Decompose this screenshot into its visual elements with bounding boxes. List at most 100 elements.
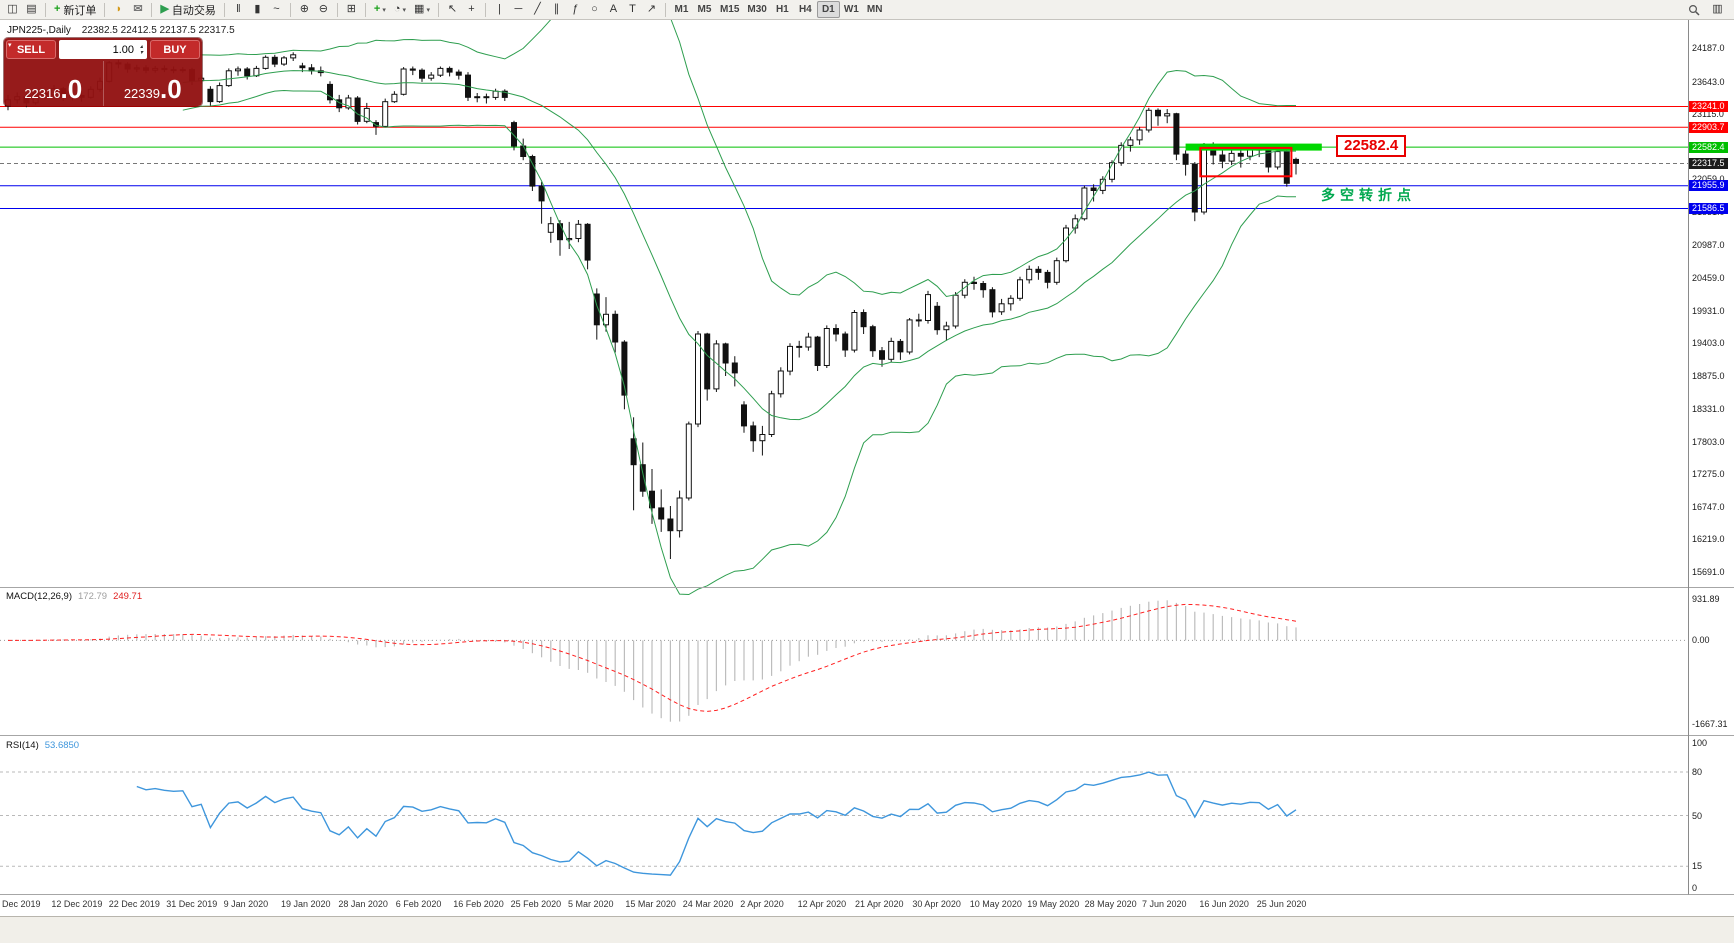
zoom-out-icon: ⊖	[318, 3, 329, 15]
arrows-button[interactable]: ↗	[642, 1, 661, 18]
pivot-annotation-text[interactable]: 多空转折点	[1321, 187, 1416, 203]
toolbar: ◫ ▤ + 新订单 ◗ ✉ ▶ 自动交易 ‖ ▮ ~ ⊕ ⊖ ⊞ + ▾ ◔ ▾ ▦ ▾ ↖ + | ─ ╱ ∥ ƒ ○ A T ↗ M1 M5…	[0, 0, 1734, 20]
toolbar-separator	[336, 2, 338, 17]
timeframe-m1-button[interactable]: M1	[670, 1, 693, 18]
shapes-icon: ○	[591, 3, 598, 15]
macd-name: MACD(12,26,9)	[6, 591, 72, 602]
new-order-label: 新订单	[63, 4, 97, 17]
volume-stepper[interactable]: 1.00 ▴ ▾	[59, 40, 147, 59]
timeframe-m15-button[interactable]: M15	[716, 1, 743, 18]
sell-price-main: 22316	[24, 86, 61, 101]
price-level-callout[interactable]: 22582.4	[1336, 135, 1407, 157]
templates-button[interactable]: ▦ ▾	[410, 1, 434, 18]
volume-value[interactable]: 1.00	[112, 43, 134, 56]
text-button[interactable]: A	[604, 1, 623, 18]
vertical-line-icon: |	[498, 3, 501, 15]
channel-icon: ∥	[553, 3, 560, 15]
arrows-icon: ↗	[646, 3, 657, 15]
shapes-button[interactable]: ○	[585, 1, 604, 18]
crosshair-button[interactable]: +	[462, 1, 481, 18]
text-label-icon: T	[629, 3, 636, 15]
fibonacci-icon: ƒ	[572, 3, 579, 15]
macd-signal-value: 249.71	[113, 591, 143, 602]
volume-up-arrow-icon[interactable]: ▴	[139, 43, 143, 50]
zoom-out-button[interactable]: ⊖	[314, 1, 333, 18]
zoom-in-icon: ⊕	[299, 3, 310, 15]
new-order-button[interactable]: + 新订单	[50, 1, 100, 18]
macd-value: 172.79	[78, 591, 108, 602]
rsi-group	[0, 771, 1688, 876]
collapse-panel-icon[interactable]: ▾	[8, 42, 12, 49]
toolbar-separator	[664, 2, 666, 17]
timeframe-m5-button[interactable]: M5	[693, 1, 716, 18]
search-button[interactable]	[1684, 1, 1704, 18]
periods-button[interactable]: ◔ ▾	[390, 1, 410, 18]
buy-button[interactable]: BUY	[150, 40, 200, 59]
chart-title: JPN225-,Daily 22382.5 22412.5 22137.5 22…	[7, 25, 235, 36]
timeframe-h4-button[interactable]: H4	[794, 1, 817, 18]
timeframe-w1-button[interactable]: W1	[840, 1, 863, 18]
text-label-button[interactable]: T	[623, 1, 642, 18]
text-icon: A	[609, 3, 618, 15]
rsi-value: 53.6850	[44, 740, 80, 751]
toolbar-right-group: ▥	[1684, 1, 1731, 18]
buy-price-display[interactable]: 22339.0	[104, 61, 203, 106]
profiles-button[interactable]: ▤	[22, 1, 41, 18]
templates-caret-icon: ▾	[426, 6, 430, 14]
chart-candles-icon: ▮	[254, 3, 261, 15]
search-icon	[1688, 4, 1700, 16]
bollinger-group	[182, 0, 1297, 596]
chart-bars-icon: ‖	[236, 3, 241, 15]
alerts-horn-button[interactable]: ◗	[109, 1, 128, 18]
horizontal-line-button[interactable]: ─	[509, 1, 528, 18]
tile-windows-icon: ⊞	[346, 3, 357, 15]
chart-candles-button[interactable]: ▮	[248, 1, 267, 18]
indicators-icon: +	[373, 3, 381, 15]
timeframe-h1-button[interactable]: H1	[771, 1, 794, 18]
indicators-button[interactable]: + ▾	[370, 1, 390, 18]
objects-list-button[interactable]: ▥	[1708, 1, 1727, 18]
toolbar-separator	[289, 2, 291, 17]
mailbox-button[interactable]: ✉	[128, 1, 147, 18]
buy-price-big: .0	[159, 74, 182, 104]
chart-line-icon: ~	[273, 3, 280, 15]
timeframe-d1-button[interactable]: D1	[816, 1, 840, 18]
sell-price-big: .0	[60, 74, 83, 104]
tile-windows-button[interactable]: ⊞	[342, 1, 361, 18]
timeframe-m30-button[interactable]: M30	[743, 1, 770, 18]
vertical-line-button[interactable]: |	[490, 1, 509, 18]
profiles-icon: ▤	[26, 3, 37, 15]
macd-group	[0, 600, 1688, 722]
ohlc-values: 22382.5 22412.5 22137.5 22317.5	[81, 25, 235, 36]
periods-caret-icon: ▾	[402, 6, 407, 14]
autotrading-button[interactable]: ▶ 自动交易	[156, 1, 219, 18]
toolbar-separator	[437, 2, 439, 17]
cursor-button[interactable]: ↖	[443, 1, 462, 18]
zoom-in-button[interactable]: ⊕	[295, 1, 314, 18]
level-lines-group	[0, 106, 1688, 209]
chart-bars-button[interactable]: ‖	[229, 1, 248, 18]
symbol-period-label: JPN225-,Daily	[7, 25, 71, 36]
volume-down-arrow-icon[interactable]: ▾	[139, 49, 143, 56]
window-bottom-chrome	[0, 916, 1734, 943]
timeframe-mn-button[interactable]: MN	[863, 1, 887, 18]
trendline-icon: ╱	[534, 3, 541, 15]
rsi-name: RSI(14)	[6, 740, 39, 751]
objects-list-icon: ▥	[1712, 3, 1723, 15]
trendline-button[interactable]: ╱	[528, 1, 547, 18]
toolbar-separator	[364, 2, 366, 17]
macd-indicator-label: MACD(12,26,9) 172.79 249.71	[6, 591, 142, 602]
new-chart-button[interactable]: ◫	[3, 1, 22, 18]
chart-line-button[interactable]: ~	[267, 1, 286, 18]
horizontal-line-icon: ─	[514, 3, 523, 15]
toolbar-separator	[484, 2, 486, 17]
sell-price-display[interactable]: 22316.0	[4, 61, 104, 106]
autotrading-icon: ▶	[160, 3, 169, 15]
channel-button[interactable]: ∥	[547, 1, 566, 18]
crosshair-icon: +	[468, 3, 475, 15]
fibonacci-button[interactable]: ƒ	[566, 1, 585, 18]
sell-button[interactable]: SELL	[6, 40, 56, 59]
alerts-horn-icon: ◗	[115, 3, 123, 15]
candles-group	[5, 52, 1299, 559]
